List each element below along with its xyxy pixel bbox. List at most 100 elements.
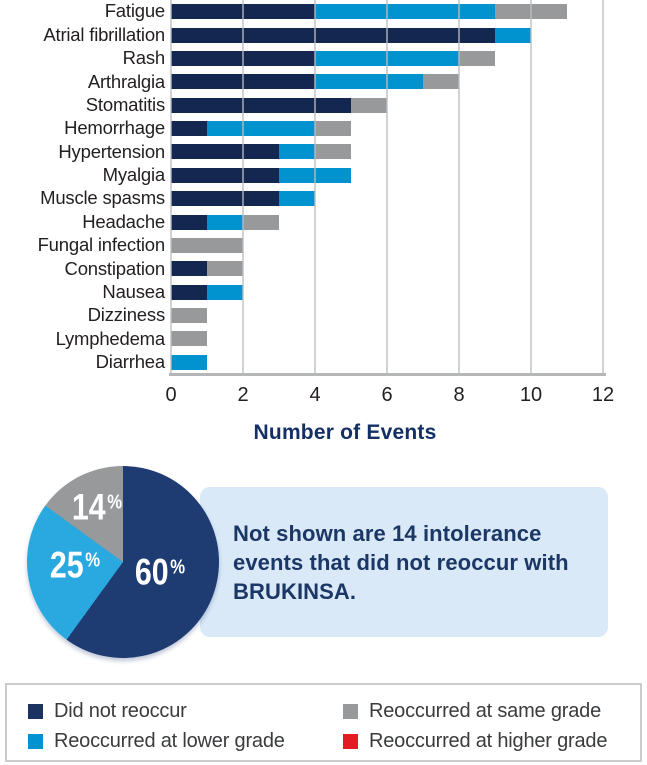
bar-segment-did-not-reoccur (171, 74, 315, 90)
legend-item: Reoccurred at higher grade (343, 730, 640, 753)
bar-segment-lower-grade (279, 144, 315, 160)
legend-grid: Did not reoccur Reoccurred at same grade R… (7, 685, 640, 756)
category-label: Atrial fibrillation (43, 23, 165, 45)
category-label: Hypertension (58, 140, 165, 162)
bar-row: Nausea (0, 281, 647, 304)
bar-segment-same-grade (315, 144, 351, 160)
bar-segment-lower-grade (495, 27, 531, 43)
pie-slice-value: 60 (134, 551, 169, 593)
bar-row: Arthralgia (0, 70, 647, 93)
bar-segment-did-not-reoccur (171, 191, 279, 207)
legend-swatch (28, 733, 43, 749)
bar-segment-lower-grade (315, 4, 495, 20)
legend-label: Reoccurred at higher grade (369, 729, 608, 752)
bar-segment-did-not-reoccur (171, 284, 207, 300)
legend-item: Reoccurred at lower grade (28, 730, 343, 753)
percent-sign: % (85, 549, 101, 572)
category-label: Diarrhea (95, 351, 166, 373)
bar-track (171, 74, 459, 90)
pie-slice-label-60: 60% (135, 554, 185, 591)
legend: Did not reoccur Reoccurred at same grade R… (5, 683, 642, 762)
bar-row: Muscle spasms (0, 187, 647, 210)
bar-track (171, 284, 243, 300)
bar-segment-lower-grade (279, 167, 351, 183)
callout-text: Not shown are 14 intolerance events that… (233, 520, 569, 604)
category-label: Stomatitis (85, 93, 165, 115)
bar-track (171, 214, 279, 230)
legend-label: Did not reoccur (54, 699, 187, 722)
x-tick-label: 12 (591, 384, 615, 406)
bar-segment-did-not-reoccur (171, 214, 207, 230)
bar-segment-same-grade (207, 261, 243, 277)
legend-item: Did not reoccur (28, 700, 343, 723)
bar-segment-did-not-reoccur (171, 144, 279, 160)
legend-item: Reoccurred at same grade (343, 700, 640, 723)
category-label: Nausea (102, 280, 165, 302)
x-axis-line (169, 373, 606, 376)
x-tick-label: 4 (309, 384, 321, 406)
bar-segment-did-not-reoccur (171, 167, 279, 183)
category-label: Dizziness (87, 304, 166, 326)
bar-track (171, 4, 567, 20)
category-label: Headache (82, 210, 165, 232)
x-tick-label: 2 (237, 384, 249, 406)
bar-segment-same-grade (243, 214, 279, 230)
bar-segment-same-grade (171, 237, 243, 253)
bar-track (171, 144, 351, 160)
bar-row: Atrial fibrillation (0, 23, 647, 46)
category-label: Constipation (64, 257, 166, 279)
x-axis-title: Number of Events (253, 421, 437, 444)
bar-rows: Fatigue Atrial fibrillation Rash Arthralgia… (0, 0, 647, 374)
bar-segment-same-grade (459, 50, 495, 66)
category-label: Fungal infection (37, 234, 166, 256)
bar-track (171, 27, 531, 43)
bar-segment-lower-grade (207, 214, 243, 230)
bar-segment-did-not-reoccur (171, 261, 207, 277)
bar-track (171, 97, 387, 113)
bar-segment-same-grade (351, 97, 387, 113)
bar-segment-did-not-reoccur (171, 4, 315, 20)
bar-track (171, 167, 351, 183)
bar-track (171, 331, 207, 347)
bar-track (171, 308, 207, 324)
bar-row: Hemorrhage (0, 117, 647, 140)
x-tick-label: 6 (381, 384, 393, 406)
pie-slice-label-14: 14% (72, 489, 122, 526)
bar-track (171, 50, 495, 66)
bar-segment-same-grade (495, 4, 567, 20)
bar-segment-same-grade (315, 121, 351, 137)
bar-chart: Fatigue Atrial fibrillation Rash Arthralgia… (0, 0, 647, 444)
legend-swatch (343, 733, 358, 749)
legend-swatch (28, 703, 43, 719)
bar-row: Fatigue (0, 0, 647, 23)
category-label: Fatigue (104, 0, 166, 22)
bar-segment-lower-grade (207, 121, 315, 137)
bar-segment-lower-grade (279, 191, 315, 207)
percent-sign: % (170, 556, 186, 579)
bar-row: Lymphedema (0, 327, 647, 350)
category-label: Arthralgia (87, 70, 165, 92)
pie-chart: 60% 25% 14% (27, 466, 219, 658)
bar-segment-did-not-reoccur (171, 97, 351, 113)
bar-row: Constipation (0, 257, 647, 280)
bar-track (171, 261, 243, 277)
bar-row: Hypertension (0, 140, 647, 163)
bar-row: Diarrhea (0, 351, 647, 374)
bar-row: Headache (0, 210, 647, 233)
category-label: Muscle spasms (40, 187, 165, 209)
category-label: Lymphedema (55, 327, 166, 349)
percent-sign: % (107, 491, 123, 514)
bar-row: Rash (0, 47, 647, 70)
bar-segment-same-grade (171, 308, 207, 324)
category-label: Hemorrhage (64, 117, 165, 139)
bar-segment-did-not-reoccur (171, 50, 315, 66)
bar-segment-did-not-reoccur (171, 121, 207, 137)
bar-track (171, 354, 207, 370)
category-label: Myalgia (102, 164, 166, 186)
x-axis-ticks: 0 2 4 6 8 10 12 (0, 384, 647, 408)
bar-segment-same-grade (423, 74, 459, 90)
legend-label: Reoccurred at lower grade (54, 729, 285, 752)
x-tick-label: 10 (519, 384, 543, 406)
bar-segment-same-grade (171, 331, 207, 347)
bar-row: Fungal infection (0, 234, 647, 257)
